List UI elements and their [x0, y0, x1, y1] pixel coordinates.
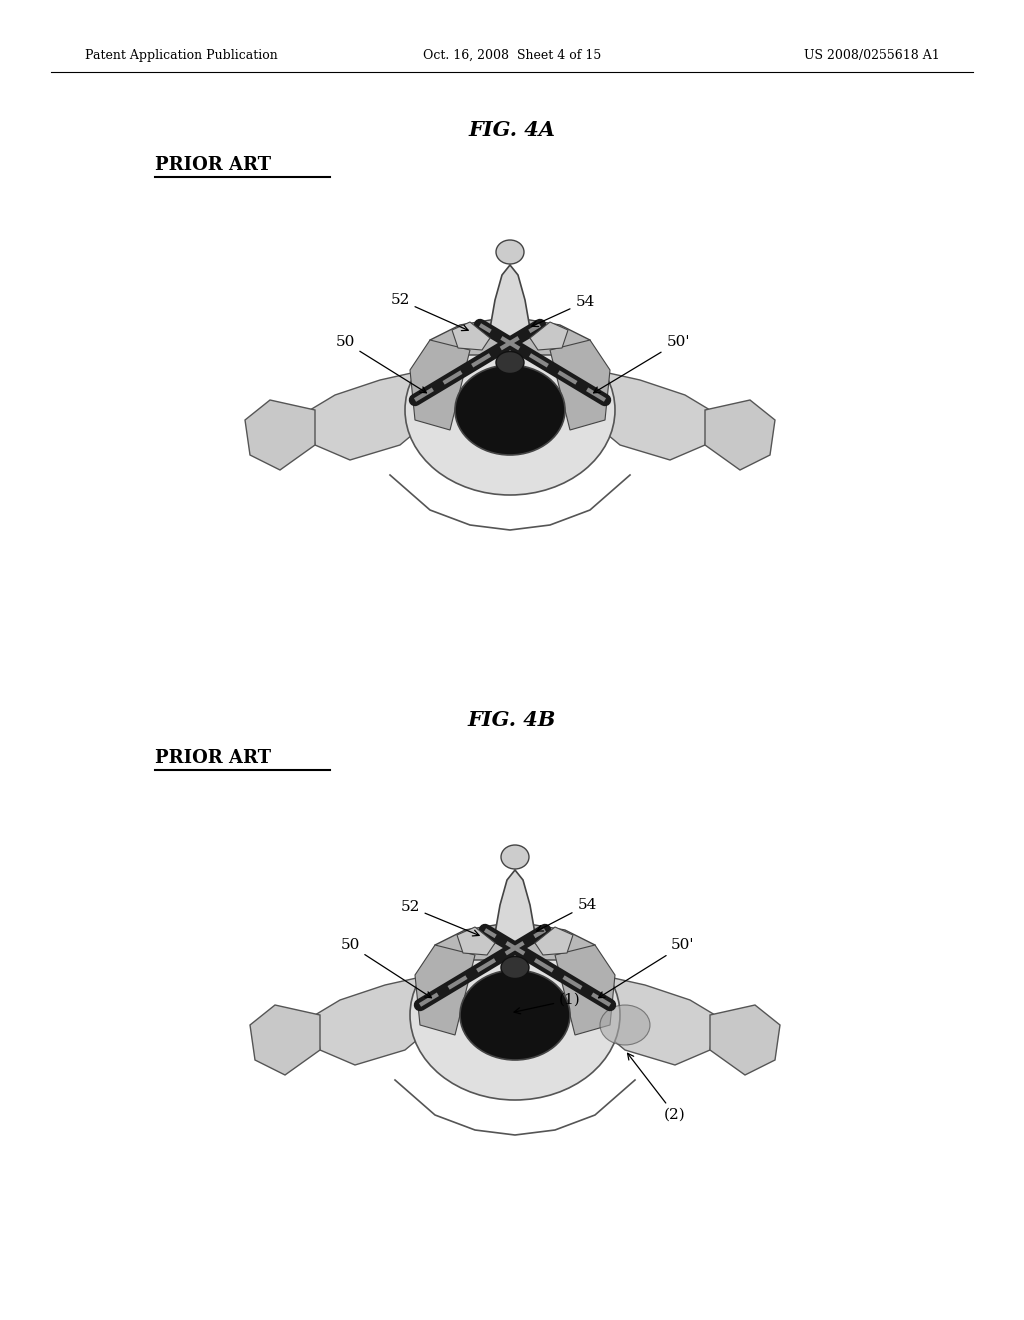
Text: 52: 52: [400, 900, 479, 936]
Text: 50: 50: [340, 939, 431, 998]
Ellipse shape: [501, 957, 529, 978]
Polygon shape: [710, 1005, 780, 1074]
Polygon shape: [590, 370, 710, 459]
Text: 50': 50': [599, 939, 694, 998]
Ellipse shape: [455, 366, 565, 455]
Text: 52: 52: [390, 293, 468, 330]
Polygon shape: [250, 1005, 319, 1074]
Polygon shape: [530, 322, 568, 350]
Ellipse shape: [406, 325, 615, 495]
Polygon shape: [555, 945, 615, 1035]
Polygon shape: [452, 322, 490, 350]
Ellipse shape: [460, 970, 570, 1060]
Polygon shape: [415, 945, 475, 1035]
Polygon shape: [310, 370, 430, 459]
Text: PRIOR ART: PRIOR ART: [155, 748, 271, 767]
Ellipse shape: [501, 845, 529, 869]
Text: 54: 54: [531, 294, 595, 326]
Text: FIG. 4B: FIG. 4B: [468, 710, 556, 730]
Ellipse shape: [496, 351, 524, 374]
Text: FIG. 4A: FIG. 4A: [469, 120, 555, 140]
Text: (1): (1): [514, 993, 581, 1014]
Polygon shape: [457, 927, 495, 954]
Polygon shape: [435, 923, 595, 960]
Polygon shape: [535, 927, 573, 954]
Polygon shape: [315, 975, 435, 1065]
Polygon shape: [430, 318, 590, 355]
Text: US 2008/0255618 A1: US 2008/0255618 A1: [804, 49, 940, 62]
Polygon shape: [705, 400, 775, 470]
Text: 50: 50: [335, 335, 426, 393]
Polygon shape: [550, 341, 610, 430]
Polygon shape: [493, 870, 537, 945]
Polygon shape: [595, 975, 715, 1065]
Ellipse shape: [410, 931, 620, 1100]
Text: PRIOR ART: PRIOR ART: [155, 156, 271, 174]
Text: Oct. 16, 2008  Sheet 4 of 15: Oct. 16, 2008 Sheet 4 of 15: [423, 49, 601, 62]
Polygon shape: [488, 265, 532, 341]
Text: 54: 54: [537, 898, 597, 931]
Text: 50': 50': [594, 335, 690, 393]
Ellipse shape: [600, 1005, 650, 1045]
Polygon shape: [245, 400, 315, 470]
Text: (2): (2): [628, 1053, 686, 1122]
Text: Patent Application Publication: Patent Application Publication: [85, 49, 278, 62]
Polygon shape: [410, 341, 470, 430]
Ellipse shape: [496, 240, 524, 264]
